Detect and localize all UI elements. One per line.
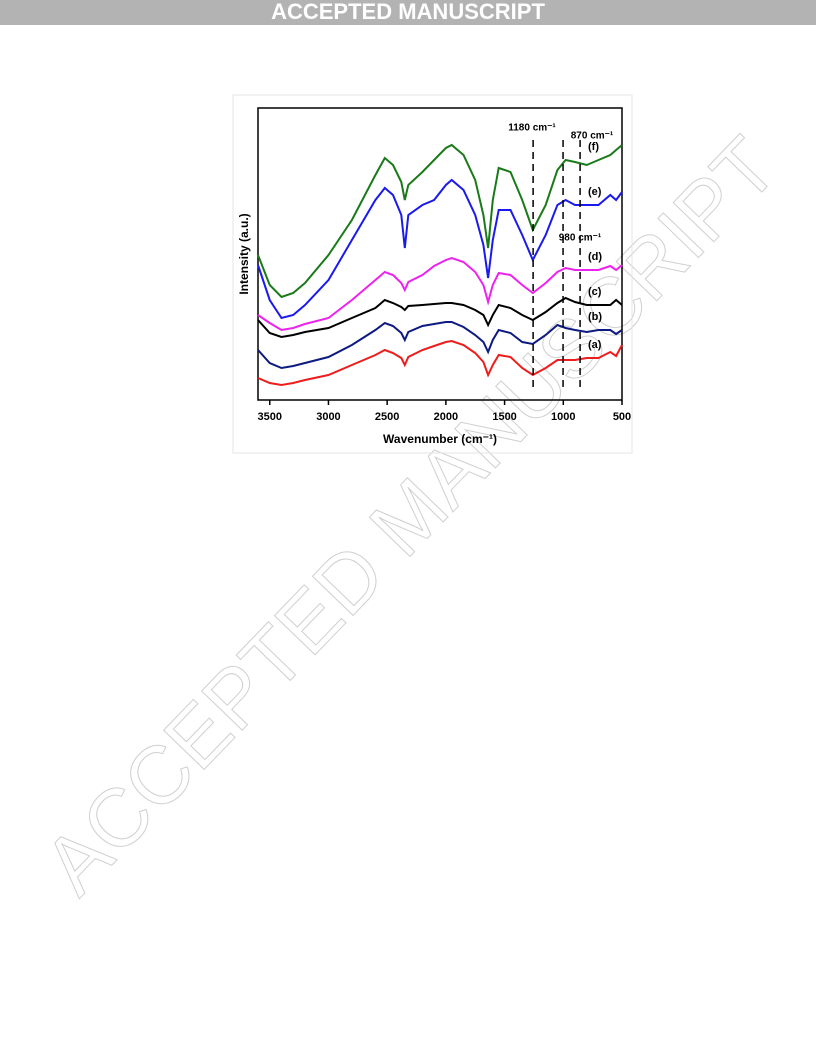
spectrum-line [257, 339, 623, 387]
chart: 3500 3000 2500 2000 1500 1000 500 Wavenumber (c… [237, 107, 631, 446]
x-tick-label: 2500 [375, 411, 399, 423]
x-tick-label: 2000 [434, 411, 458, 423]
x-tick-label: 500 [613, 411, 631, 423]
spectrum-line [257, 321, 623, 370]
y-axis-label: Intensity (a.u.) [237, 213, 251, 294]
annotation-label: 1180 cm⁻¹ [508, 123, 556, 134]
x-tick-label: 3500 [257, 411, 281, 423]
legend-label: (b) [588, 311, 602, 323]
spectrum-line [257, 143, 623, 299]
x-axis-label: Wavenumber (cm⁻¹) [383, 432, 497, 446]
legend-label: (e) [588, 186, 602, 198]
header-band [0, 0, 816, 25]
spectrum-line [257, 178, 623, 320]
spectrum-line [257, 296, 623, 339]
figure-frame [232, 94, 633, 454]
legend-label: (a) [588, 339, 602, 351]
plot-frame [257, 107, 623, 401]
legend-label: (c) [588, 286, 602, 298]
watermark: ACCEPTED MANUSCRIPT [27, 121, 795, 912]
spectrum-line [257, 256, 623, 332]
x-tick-label: 1000 [551, 411, 575, 423]
legend-label: (f) [588, 141, 599, 153]
x-tick-label: 1500 [492, 411, 516, 423]
x-tick-label: 3000 [316, 411, 340, 423]
header: ACCEPTED MANUSCRIPT [271, 0, 545, 24]
legend-label: (d) [588, 251, 602, 263]
annotation-label: 870 cm⁻¹ [571, 131, 614, 142]
